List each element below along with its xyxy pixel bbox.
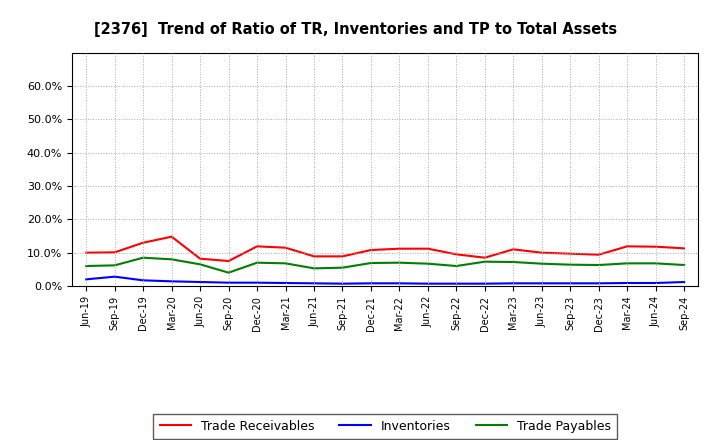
Trade Payables bbox=[338, 265, 347, 270]
Legend: Trade Receivables, Inventories, Trade Payables: Trade Receivables, Inventories, Trade Pa… bbox=[153, 414, 617, 439]
Inventories bbox=[196, 279, 204, 285]
Trade Receivables bbox=[282, 245, 290, 250]
Line: Trade Receivables: Trade Receivables bbox=[86, 237, 684, 261]
Inventories bbox=[680, 279, 688, 285]
Inventories bbox=[225, 280, 233, 285]
Trade Receivables bbox=[537, 250, 546, 255]
Trade Payables bbox=[395, 260, 404, 265]
Trade Receivables bbox=[680, 246, 688, 251]
Trade Payables bbox=[82, 264, 91, 269]
Line: Inventories: Inventories bbox=[86, 277, 684, 284]
Trade Receivables bbox=[366, 247, 375, 253]
Trade Payables bbox=[509, 259, 518, 264]
Trade Receivables bbox=[595, 252, 603, 257]
Trade Payables bbox=[566, 262, 575, 268]
Trade Receivables bbox=[82, 250, 91, 255]
Trade Receivables bbox=[225, 258, 233, 264]
Trade Receivables bbox=[652, 244, 660, 249]
Trade Payables bbox=[196, 262, 204, 267]
Trade Payables bbox=[366, 260, 375, 266]
Trade Payables bbox=[310, 266, 318, 271]
Text: [2376]  Trend of Ratio of TR, Inventories and TP to Total Assets: [2376] Trend of Ratio of TR, Inventories… bbox=[94, 22, 617, 37]
Inventories bbox=[452, 281, 461, 286]
Trade Receivables bbox=[480, 255, 489, 260]
Trade Receivables bbox=[509, 247, 518, 252]
Inventories bbox=[167, 279, 176, 284]
Trade Payables bbox=[537, 261, 546, 266]
Trade Receivables bbox=[452, 252, 461, 257]
Inventories bbox=[338, 281, 347, 286]
Trade Payables bbox=[623, 261, 631, 266]
Inventories bbox=[423, 281, 432, 286]
Trade Receivables bbox=[167, 234, 176, 239]
Inventories bbox=[480, 281, 489, 286]
Inventories bbox=[623, 280, 631, 286]
Line: Trade Payables: Trade Payables bbox=[86, 258, 684, 273]
Inventories bbox=[253, 280, 261, 285]
Trade Payables bbox=[110, 263, 119, 268]
Inventories bbox=[537, 281, 546, 286]
Trade Payables bbox=[480, 259, 489, 264]
Trade Payables bbox=[595, 262, 603, 268]
Inventories bbox=[139, 278, 148, 283]
Trade Payables bbox=[253, 260, 261, 265]
Trade Receivables bbox=[423, 246, 432, 251]
Trade Receivables bbox=[196, 256, 204, 261]
Trade Payables bbox=[225, 270, 233, 275]
Inventories bbox=[566, 281, 575, 286]
Trade Receivables bbox=[338, 254, 347, 259]
Inventories bbox=[282, 280, 290, 286]
Trade Payables bbox=[652, 261, 660, 266]
Trade Payables bbox=[167, 257, 176, 262]
Trade Receivables bbox=[623, 244, 631, 249]
Inventories bbox=[110, 274, 119, 279]
Trade Payables bbox=[423, 261, 432, 266]
Trade Payables bbox=[680, 262, 688, 268]
Trade Receivables bbox=[139, 240, 148, 246]
Trade Receivables bbox=[253, 244, 261, 249]
Inventories bbox=[310, 281, 318, 286]
Trade Payables bbox=[452, 264, 461, 269]
Inventories bbox=[595, 281, 603, 286]
Inventories bbox=[366, 281, 375, 286]
Inventories bbox=[509, 281, 518, 286]
Trade Receivables bbox=[110, 250, 119, 255]
Trade Receivables bbox=[566, 251, 575, 257]
Trade Receivables bbox=[395, 246, 404, 251]
Inventories bbox=[82, 277, 91, 282]
Trade Payables bbox=[282, 261, 290, 266]
Inventories bbox=[652, 280, 660, 286]
Trade Payables bbox=[139, 255, 148, 260]
Trade Receivables bbox=[310, 254, 318, 259]
Inventories bbox=[395, 281, 404, 286]
